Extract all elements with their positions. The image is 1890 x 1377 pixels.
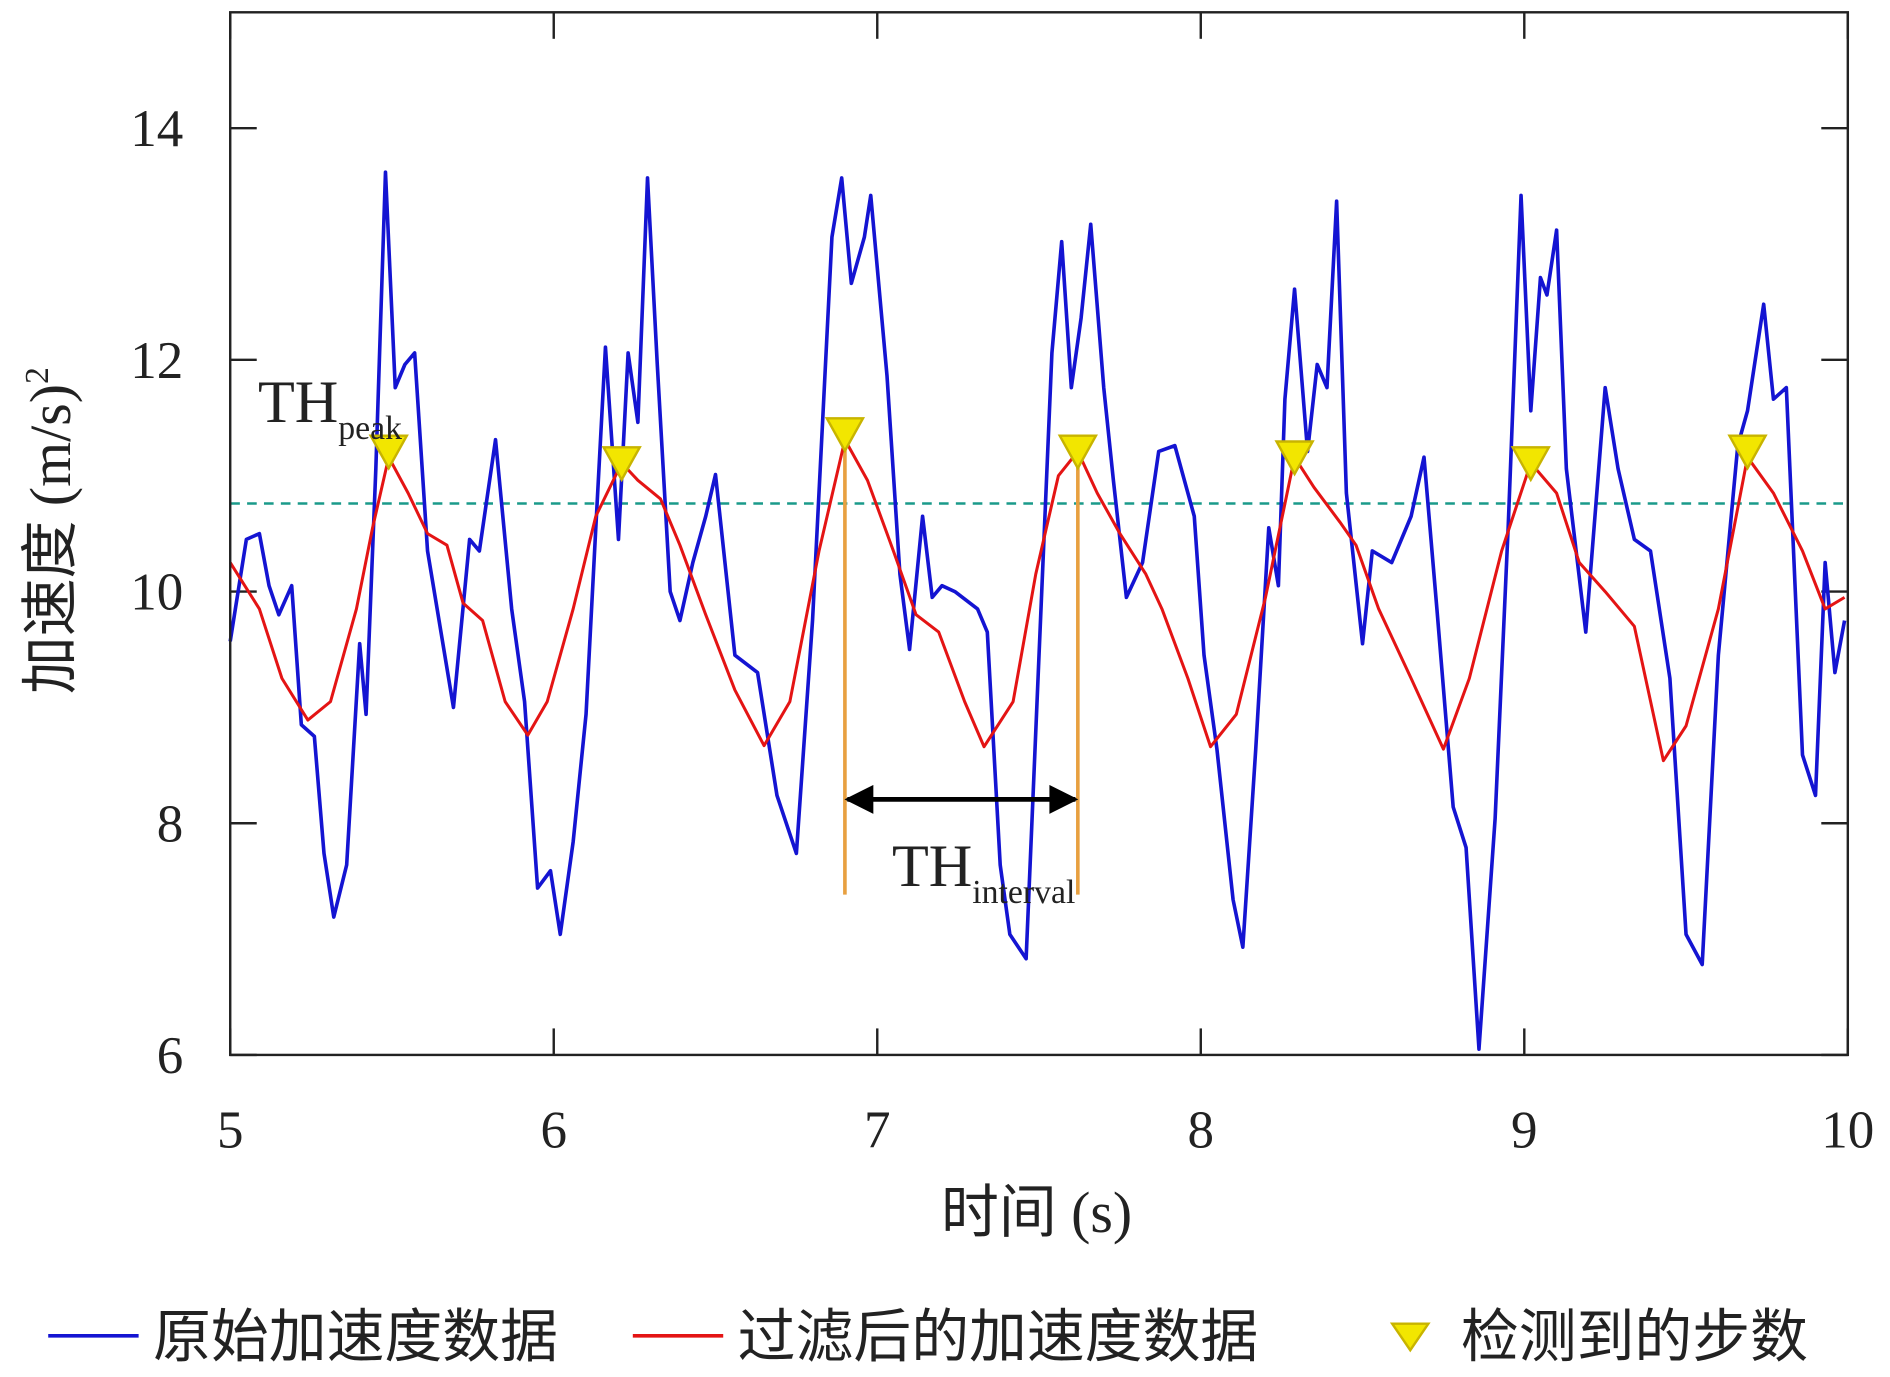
- x-tick-label: 7: [864, 1102, 891, 1160]
- step-marker: [368, 434, 409, 471]
- annotation: THpeak: [258, 369, 402, 447]
- plot-frame: [229, 11, 1850, 1057]
- x-tick-label: 6: [540, 1102, 567, 1160]
- x-tick-label: 10: [1821, 1102, 1874, 1160]
- step-marker: [1057, 434, 1098, 471]
- annotation-sub: peak: [338, 410, 402, 447]
- x-tick-label: 5: [217, 1102, 244, 1160]
- step-marker: [1510, 446, 1551, 483]
- step-marker: [1727, 434, 1768, 471]
- y-tick-label: 14: [130, 100, 183, 158]
- legend-label: 原始加速度数据: [153, 1304, 558, 1369]
- y-tick-label: 12: [130, 332, 183, 390]
- legend-label: 过滤后的加速度数据: [738, 1304, 1259, 1369]
- series-line: [228, 170, 1847, 1051]
- annotation-sub: interval: [972, 874, 1075, 911]
- step-marker: [1274, 440, 1315, 477]
- y-tick-label: 8: [157, 795, 184, 853]
- series-line: [228, 438, 1846, 763]
- x-tick-label: 9: [1511, 1102, 1538, 1160]
- annotation-text: TH: [258, 369, 338, 436]
- y-tick-label: 6: [157, 1027, 184, 1085]
- step-marker: [601, 446, 642, 483]
- annotation-text: TH: [892, 833, 972, 900]
- y-axis-label-sup: 2: [19, 367, 56, 384]
- y-axis-label: 加速度 (m/s)2: [18, 367, 83, 694]
- x-tick-label: 8: [1188, 1102, 1215, 1160]
- y-axis-label-text: 加速度 (m/s): [18, 384, 83, 694]
- legend-marker: [1389, 1322, 1431, 1353]
- x-axis-label: 时间 (s): [941, 1180, 1132, 1245]
- annotation: THinterval: [892, 833, 1075, 911]
- legend-label: 检测到的步数: [1461, 1304, 1808, 1369]
- step-marker: [824, 417, 866, 454]
- y-tick-label: 10: [130, 564, 183, 622]
